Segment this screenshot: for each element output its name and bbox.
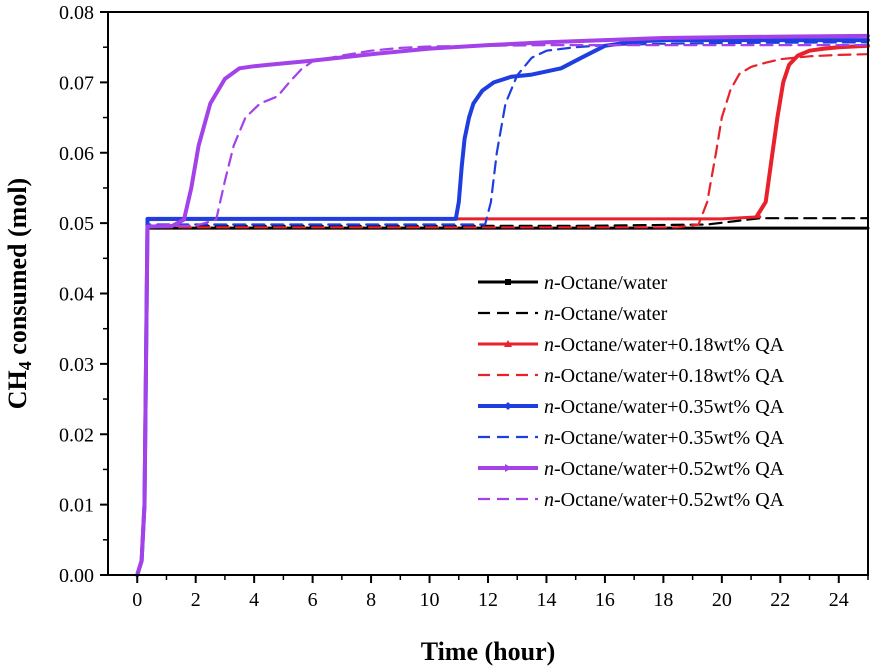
legend-label-2: n-Octane/water+0.18wt% QA [544, 334, 785, 356]
legend: n-Octane/watern-Octane/watern-Octane/wat… [478, 272, 785, 511]
y-axis-title-main: CH [3, 370, 32, 409]
series-line-8 [136, 43, 870, 577]
legend-label-rest: -Octane/water+0.52wt% QA [554, 458, 785, 480]
x-tick-label: 6 [308, 589, 318, 611]
legend-marker-arrow [505, 464, 512, 472]
legend-label-italic: n [544, 303, 554, 325]
y-tick-label: 0.00 [59, 565, 94, 587]
x-tick-label: 2 [191, 589, 201, 611]
legend-label-7: n-Octane/water+0.52wt% QA [544, 489, 785, 511]
y-axis-ticks: 0.00 0.01 0.02 0.03 0.04 0.05 0.06 0.07 0.08 [59, 2, 108, 587]
legend-label-1: n-Octane/water [544, 303, 668, 325]
legend-label-5: n-Octane/water+0.35wt% QA [544, 427, 785, 449]
y-axis-title-rest: consumed (mol) [3, 178, 32, 361]
series-line-4 [754, 43, 870, 219]
x-tick-label: 18 [653, 589, 673, 611]
legend-label-italic: n [544, 334, 554, 356]
x-tick-label: 8 [366, 589, 376, 611]
x-axis-title: Time (hour) [421, 637, 556, 666]
legend-label-italic: n [544, 427, 554, 449]
series-line-5 [135, 38, 870, 577]
legend-label-4: n-Octane/water+0.35wt% QA [544, 396, 785, 418]
x-tick-label: 22 [770, 589, 790, 611]
y-axis-title: CH4 consumed (mol) [3, 178, 35, 409]
legend-marker-diamond [504, 402, 512, 410]
legend-label-italic: n [544, 396, 554, 418]
legend-label-6: n-Octane/water+0.52wt% QA [544, 458, 785, 480]
legend-marker-square [505, 279, 511, 285]
x-tick-label: 4 [249, 589, 259, 611]
legend-label-rest: -Octane/water [554, 272, 668, 294]
legend-label-3: n-Octane/water+0.18wt% QA [544, 365, 785, 387]
legend-label-rest: -Octane/water+0.52wt% QA [554, 489, 785, 511]
legend-label-rest: -Octane/water+0.18wt% QA [554, 365, 785, 387]
x-tick-label: 14 [536, 589, 556, 611]
y-axis-title-subscript: 4 [15, 361, 35, 370]
x-tick-label: 20 [712, 589, 732, 611]
x-tick-label: 24 [829, 589, 849, 611]
legend-label-italic: n [544, 272, 554, 294]
legend-marker-triangle [504, 340, 512, 347]
x-tick-label: 10 [420, 589, 440, 611]
legend-label-italic: n [544, 365, 554, 387]
legend-label-rest: -Octane/water+0.35wt% QA [554, 427, 785, 449]
y-tick-label: 0.07 [59, 72, 94, 94]
plot-lines [135, 33, 870, 577]
x-tick-label: 16 [595, 589, 615, 611]
x-tick-label: 12 [478, 589, 498, 611]
legend-label-italic: n [544, 489, 554, 511]
x-tick-label: 0 [132, 589, 142, 611]
legend-label-rest: -Octane/water+0.18wt% QA [554, 334, 785, 356]
y-tick-label: 0.08 [59, 2, 94, 24]
y-tick-label: 0.03 [59, 354, 94, 376]
legend-label-rest: -Octane/water+0.35wt% QA [554, 396, 785, 418]
legend-label-rest: -Octane/water [554, 303, 668, 325]
y-tick-label: 0.04 [59, 284, 94, 306]
x-axis-ticks: 0 2 4 6 8 10 12 14 16 18 20 22 24 [132, 575, 869, 611]
legend-label-italic: n [544, 458, 554, 480]
y-tick-label: 0.05 [59, 213, 94, 235]
y-tick-label: 0.02 [59, 424, 94, 446]
legend-label-0: n-Octane/water [544, 272, 668, 294]
y-tick-label: 0.06 [59, 143, 94, 165]
y-tick-label: 0.01 [59, 495, 94, 517]
